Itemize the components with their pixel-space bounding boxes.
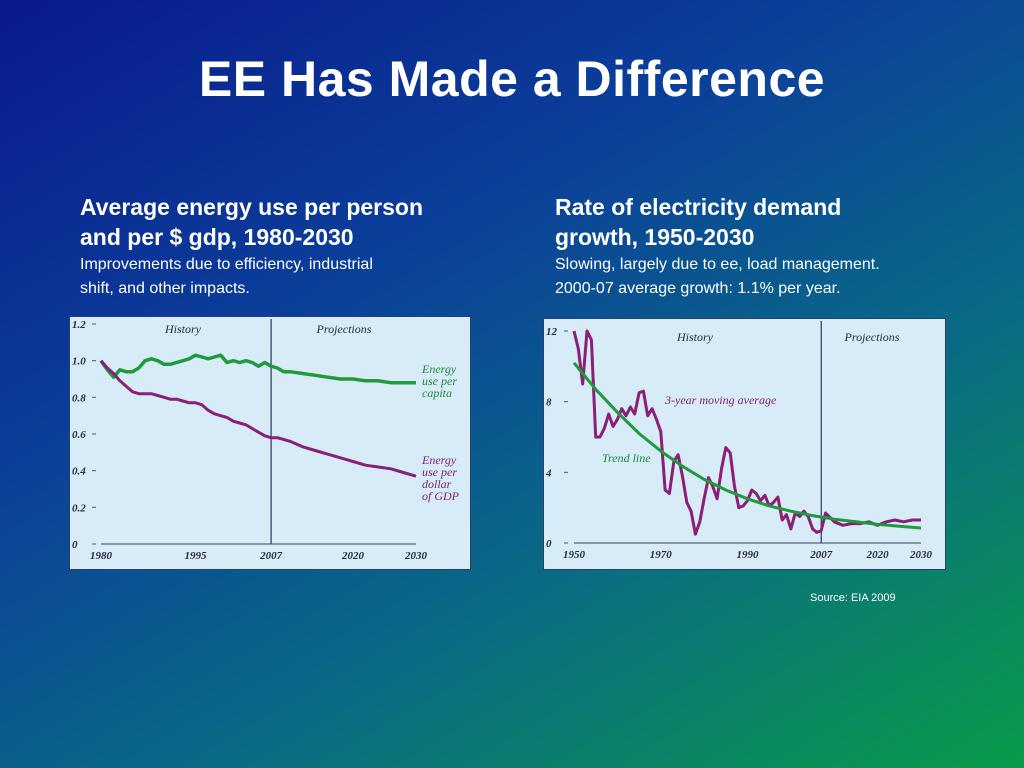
projections-label: Projections (316, 322, 372, 336)
y-tick-label: 1.2 (72, 319, 86, 331)
y-tick-label: 0 (72, 539, 78, 551)
x-tick-label: 1990 (737, 549, 760, 561)
electricity-demand-chart: 0 4 8 12 1950 1970 1990 2007 2020 2030 History Proj… (543, 318, 946, 570)
projections-label: Projections (844, 330, 900, 344)
right-caption-subtext-line-1: Slowing, largely due to ee, load managem… (555, 256, 880, 273)
x-tick-label: 2020 (866, 549, 890, 561)
series-line-2 (572, 361, 922, 530)
left-caption-heading-line-2: and per $ gdp, 1980-2030 (80, 224, 354, 250)
series-2-label: Trend line (602, 451, 651, 465)
y-tick-label: 12 (546, 326, 558, 338)
history-label: History (164, 322, 202, 336)
series-1-label-line: Energy (421, 362, 457, 376)
x-tick-label: 1950 (563, 549, 586, 561)
y-tick-label: 0.6 (72, 429, 86, 441)
x-tick-label: 2030 (909, 549, 933, 561)
slide-title: EE Has Made a Difference (198, 51, 826, 107)
series-line-2 (99, 359, 417, 478)
x-tick-label: 1970 (650, 549, 673, 561)
left-caption-heading-line-1: Average energy use per person (80, 194, 424, 220)
series-1-label-line: capita (422, 386, 452, 400)
energy-use-chart: 0 0.2 0.4 0.6 0.8 1.0 1.2 1980 1995 2007 2020 2030 H… (69, 316, 471, 570)
series-line-1 (572, 329, 921, 536)
x-tick-label: 2007 (809, 549, 833, 561)
history-label: History (676, 330, 714, 344)
x-tick-label: 1995 (185, 550, 208, 562)
series-2-label-line: Energy (421, 453, 457, 467)
y-tick-label: 4 (545, 467, 552, 479)
x-tick-label: 1980 (90, 550, 113, 562)
left-caption-subtext-line-2: shift, and other impacts. (80, 280, 250, 297)
y-tick-label: 8 (546, 397, 552, 409)
y-tick-label: 0.4 (72, 466, 86, 478)
right-caption-heading-line-2: growth, 1950-2030 (555, 224, 755, 250)
series-2-label-line: use per (422, 465, 457, 479)
x-tick-label: 2007 (259, 550, 283, 562)
series-2-label-line: dollar (422, 477, 452, 491)
y-tick-label: 0.2 (72, 502, 86, 514)
left-caption-subtext-line-1: Improvements due to efficiency, industri… (80, 256, 373, 273)
y-tick-label: 1.0 (72, 356, 86, 368)
y-tick-label: 0 (546, 538, 552, 550)
electricity-demand-chart-svg: 0 4 8 12 1950 1970 1990 2007 2020 2030 History Proj… (545, 321, 933, 561)
y-tick-label: 0.8 (72, 392, 86, 404)
energy-use-chart-svg: 0 0.2 0.4 0.6 0.8 1.0 1.2 1980 1995 2007 2020 2030 H… (72, 319, 460, 562)
x-tick-label: 2030 (404, 550, 428, 562)
right-chart-caption: Rate of electricity demand growth, 1950-… (555, 192, 985, 301)
series-line-1 (99, 353, 416, 385)
right-caption-subtext-line-2: 2000-07 average growth: 1.1% per year. (555, 280, 841, 297)
series-2-label-line: of GDP (422, 489, 460, 503)
right-caption-heading-line-1: Rate of electricity demand (555, 194, 842, 220)
x-tick-label: 2020 (341, 550, 365, 562)
series-1-label-line: use per (422, 374, 457, 388)
series-1-label: 3-year moving average (664, 393, 777, 407)
left-chart-caption: Average energy use per person and per $ … (80, 192, 500, 301)
source-note: Source: EIA 2009 (810, 592, 896, 604)
